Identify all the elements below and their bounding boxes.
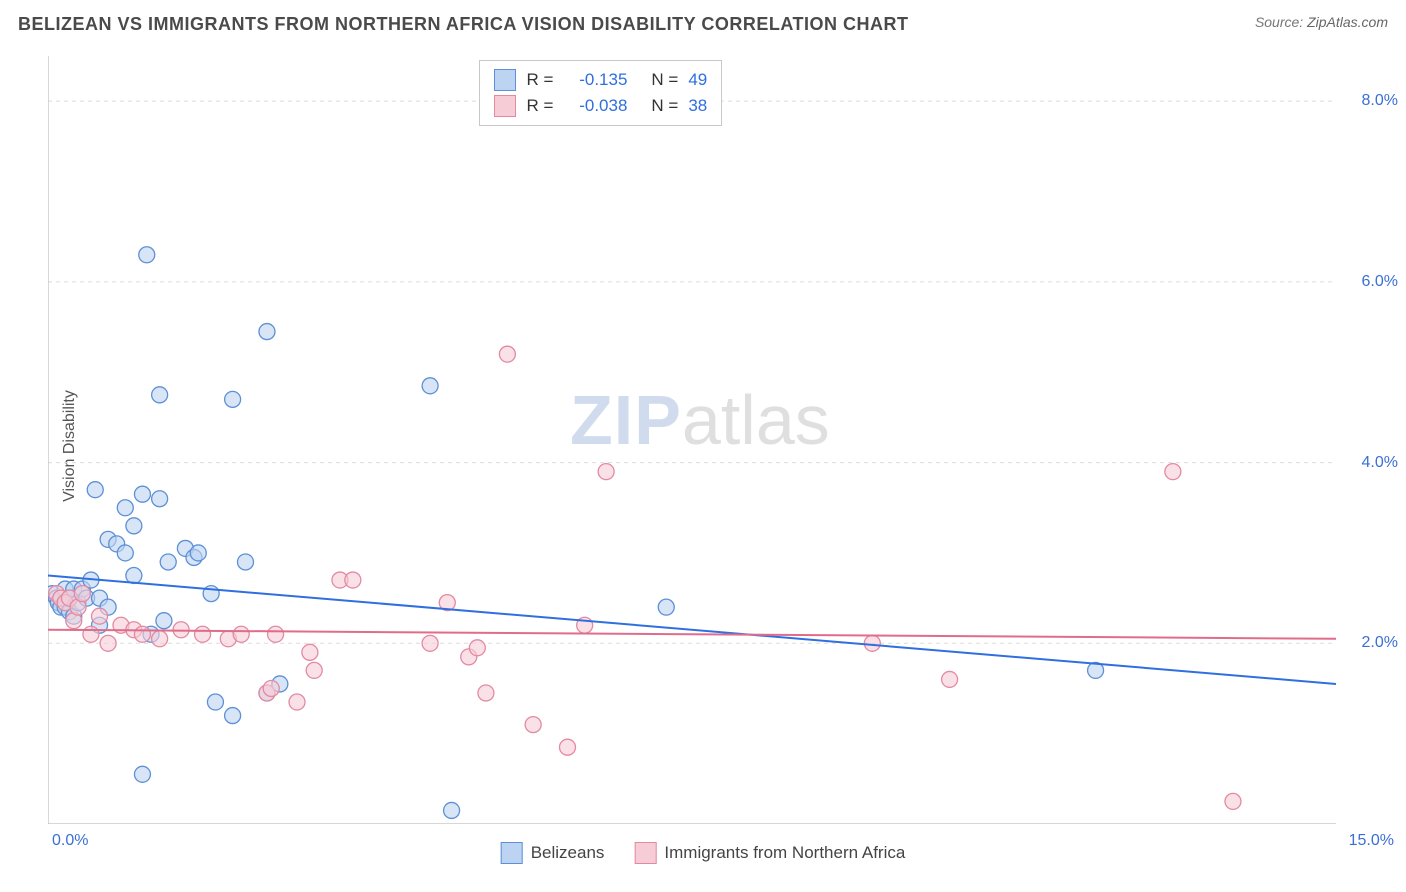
- data-point: [152, 387, 168, 403]
- data-point: [289, 694, 305, 710]
- data-point: [422, 635, 438, 651]
- data-point: [225, 391, 241, 407]
- legend-n-label: N =: [651, 67, 678, 93]
- legend-series-label: Immigrants from Northern Africa: [664, 843, 905, 863]
- data-point: [92, 608, 108, 624]
- chart-title: BELIZEAN VS IMMIGRANTS FROM NORTHERN AFR…: [18, 14, 909, 35]
- legend-swatch: [634, 842, 656, 864]
- data-point: [942, 671, 958, 687]
- y-tick-label: 6.0%: [1362, 273, 1398, 291]
- data-point: [190, 545, 206, 561]
- y-tick-label: 2.0%: [1362, 634, 1398, 652]
- data-point: [499, 346, 515, 362]
- legend-series-label: Belizeans: [531, 843, 605, 863]
- data-point: [152, 491, 168, 507]
- legend-n-value: 49: [688, 67, 707, 93]
- data-point: [134, 766, 150, 782]
- data-point: [525, 717, 541, 733]
- source-label: Source:: [1255, 14, 1303, 30]
- data-point: [117, 545, 133, 561]
- legend-row: R = -0.038 N = 38: [494, 93, 707, 119]
- data-point: [268, 626, 284, 642]
- data-point: [126, 568, 142, 584]
- data-point: [237, 554, 253, 570]
- data-point: [74, 586, 90, 602]
- data-point: [83, 626, 99, 642]
- data-point: [156, 613, 172, 629]
- y-tick-label: 8.0%: [1362, 92, 1398, 110]
- data-point: [160, 554, 176, 570]
- data-point: [126, 518, 142, 534]
- legend-swatch: [501, 842, 523, 864]
- data-point: [233, 626, 249, 642]
- data-point: [152, 631, 168, 647]
- legend-r-value: -0.135: [563, 67, 627, 93]
- data-point: [225, 708, 241, 724]
- data-point: [345, 572, 361, 588]
- legend-n-label: N =: [651, 93, 678, 119]
- source-attribution: Source: ZipAtlas.com: [1255, 14, 1388, 30]
- legend-swatch: [494, 95, 516, 117]
- x-axis-min-label: 0.0%: [52, 832, 88, 850]
- legend-row: R = -0.135 N = 49: [494, 67, 707, 93]
- legend-r-value: -0.038: [563, 93, 627, 119]
- data-point: [1165, 464, 1181, 480]
- x-axis-max-label: 15.0%: [1349, 832, 1394, 850]
- data-point: [117, 500, 133, 516]
- data-point: [478, 685, 494, 701]
- series-legend: Belizeans Immigrants from Northern Africa: [501, 842, 906, 864]
- legend-r-label: R =: [526, 67, 553, 93]
- legend-item: Immigrants from Northern Africa: [634, 842, 905, 864]
- data-point: [598, 464, 614, 480]
- data-point: [559, 739, 575, 755]
- legend-n-value: 38: [688, 93, 707, 119]
- data-point: [658, 599, 674, 615]
- data-point: [87, 482, 103, 498]
- data-point: [195, 626, 211, 642]
- data-point: [469, 640, 485, 656]
- chart-area: [48, 56, 1336, 824]
- legend-item: Belizeans: [501, 842, 605, 864]
- data-point: [134, 486, 150, 502]
- y-tick-label: 4.0%: [1362, 454, 1398, 472]
- data-point: [207, 694, 223, 710]
- source-value: ZipAtlas.com: [1307, 14, 1388, 30]
- data-point: [302, 644, 318, 660]
- data-point: [864, 635, 880, 651]
- legend-swatch: [494, 69, 516, 91]
- data-point: [139, 247, 155, 263]
- data-point: [263, 680, 279, 696]
- data-point: [134, 626, 150, 642]
- data-point: [1225, 793, 1241, 809]
- data-point: [100, 635, 116, 651]
- data-point: [259, 324, 275, 340]
- scatter-plot-svg: [48, 56, 1336, 824]
- data-point: [444, 802, 460, 818]
- data-point: [306, 662, 322, 678]
- legend-r-label: R =: [526, 93, 553, 119]
- correlation-legend: R = -0.135 N = 49 R = -0.038 N = 38: [479, 60, 722, 126]
- data-point: [422, 378, 438, 394]
